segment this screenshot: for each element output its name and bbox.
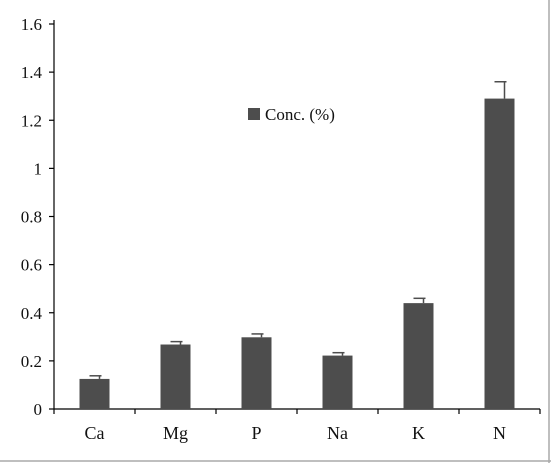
y-axis-ticks: 0 0.2 0.4 0.6 0.8 1 1.2 1.4 1.6: [21, 15, 54, 419]
bar-k: [403, 303, 434, 409]
legend-swatch: [248, 108, 260, 120]
y-tick-label: 0.2: [21, 352, 42, 371]
legend-label: Conc. (%): [265, 105, 335, 124]
bar-series: [79, 98, 515, 409]
y-tick-label: 0.6: [21, 256, 42, 275]
bar-n: [484, 98, 515, 409]
y-tick-label: 0.4: [21, 304, 43, 323]
bar-p: [241, 337, 272, 409]
y-tick-label: 1.4: [21, 63, 43, 82]
x-tick-label: K: [412, 423, 425, 443]
legend: Conc. (%): [248, 105, 335, 124]
y-tick-label: 1: [34, 159, 43, 178]
y-tick-label: 1.2: [21, 111, 42, 130]
x-tick-label: P: [251, 423, 261, 443]
bar-na: [322, 355, 353, 409]
x-axis-ticks: Ca Mg P Na K N: [53, 409, 541, 443]
error-bars: [89, 81, 507, 379]
x-tick-label: Na: [327, 423, 348, 443]
y-tick-label: 0.8: [21, 208, 42, 227]
y-tick-label: 1.6: [21, 15, 42, 34]
bar-ca: [79, 378, 110, 409]
x-tick-label: N: [493, 423, 506, 443]
y-tick-label: 0: [34, 400, 43, 419]
x-tick-label: Ca: [85, 423, 105, 443]
bar-mg: [160, 344, 191, 409]
x-tick-label: Mg: [163, 423, 188, 443]
